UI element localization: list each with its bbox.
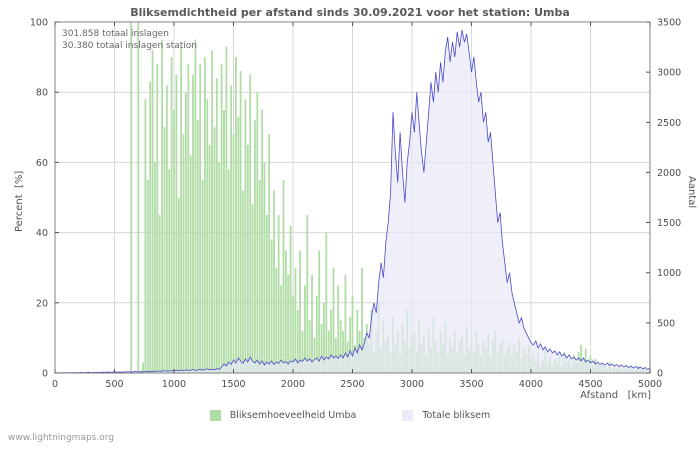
svg-text:4000: 4000 (519, 379, 543, 390)
svg-text:0: 0 (42, 369, 48, 380)
legend-swatch-green-icon (209, 410, 221, 421)
legend-label-total: Totale bliksem (422, 410, 491, 421)
svg-text:40: 40 (36, 228, 48, 239)
y-axis-label-left: Percent [%] (14, 170, 25, 232)
legend-entry-umba: Bliksemhoeveelheid Umba (209, 410, 357, 421)
svg-text:3000: 3000 (400, 379, 424, 390)
svg-text:2000: 2000 (281, 379, 305, 390)
legend-label-umba: Bliksemhoeveelheid Umba (229, 410, 357, 421)
svg-text:2000: 2000 (657, 168, 681, 179)
svg-text:1000: 1000 (162, 379, 186, 390)
svg-text:1500: 1500 (657, 218, 681, 229)
svg-text:3000: 3000 (657, 68, 681, 79)
svg-text:20: 20 (36, 298, 48, 309)
svg-text:4500: 4500 (578, 379, 602, 390)
svg-text:2500: 2500 (657, 118, 681, 129)
watermark-link[interactable]: www.lightningmaps.org (8, 433, 114, 443)
chart-legend: Bliksemhoeveelheid Umba Totale bliksem (0, 410, 700, 421)
svg-text:1000: 1000 (657, 268, 681, 279)
svg-text:0: 0 (657, 369, 663, 380)
svg-text:0: 0 (52, 379, 58, 390)
svg-text:1500: 1500 (221, 379, 245, 390)
annotation-total-strikes: 301.858 totaal inslagen (62, 29, 169, 39)
svg-text:500: 500 (657, 318, 675, 329)
svg-text:80: 80 (36, 88, 48, 99)
annotation-station-strikes: 30.380 totaal inslagen station (62, 41, 198, 51)
y-axis-label-right: Aantal (686, 176, 697, 209)
x-axis-label: Afstand [km] (580, 390, 651, 401)
svg-text:2500: 2500 (340, 379, 364, 390)
svg-text:3500: 3500 (459, 379, 483, 390)
chart-title: Bliksemdichtheid per afstand sinds 30.09… (130, 6, 570, 19)
svg-text:100: 100 (30, 18, 48, 29)
svg-text:3500: 3500 (657, 18, 681, 29)
legend-swatch-lavender-icon (402, 410, 414, 421)
svg-text:60: 60 (36, 158, 48, 169)
svg-text:500: 500 (105, 379, 123, 390)
svg-text:5000: 5000 (638, 379, 662, 390)
legend-entry-total: Totale bliksem (402, 410, 490, 421)
